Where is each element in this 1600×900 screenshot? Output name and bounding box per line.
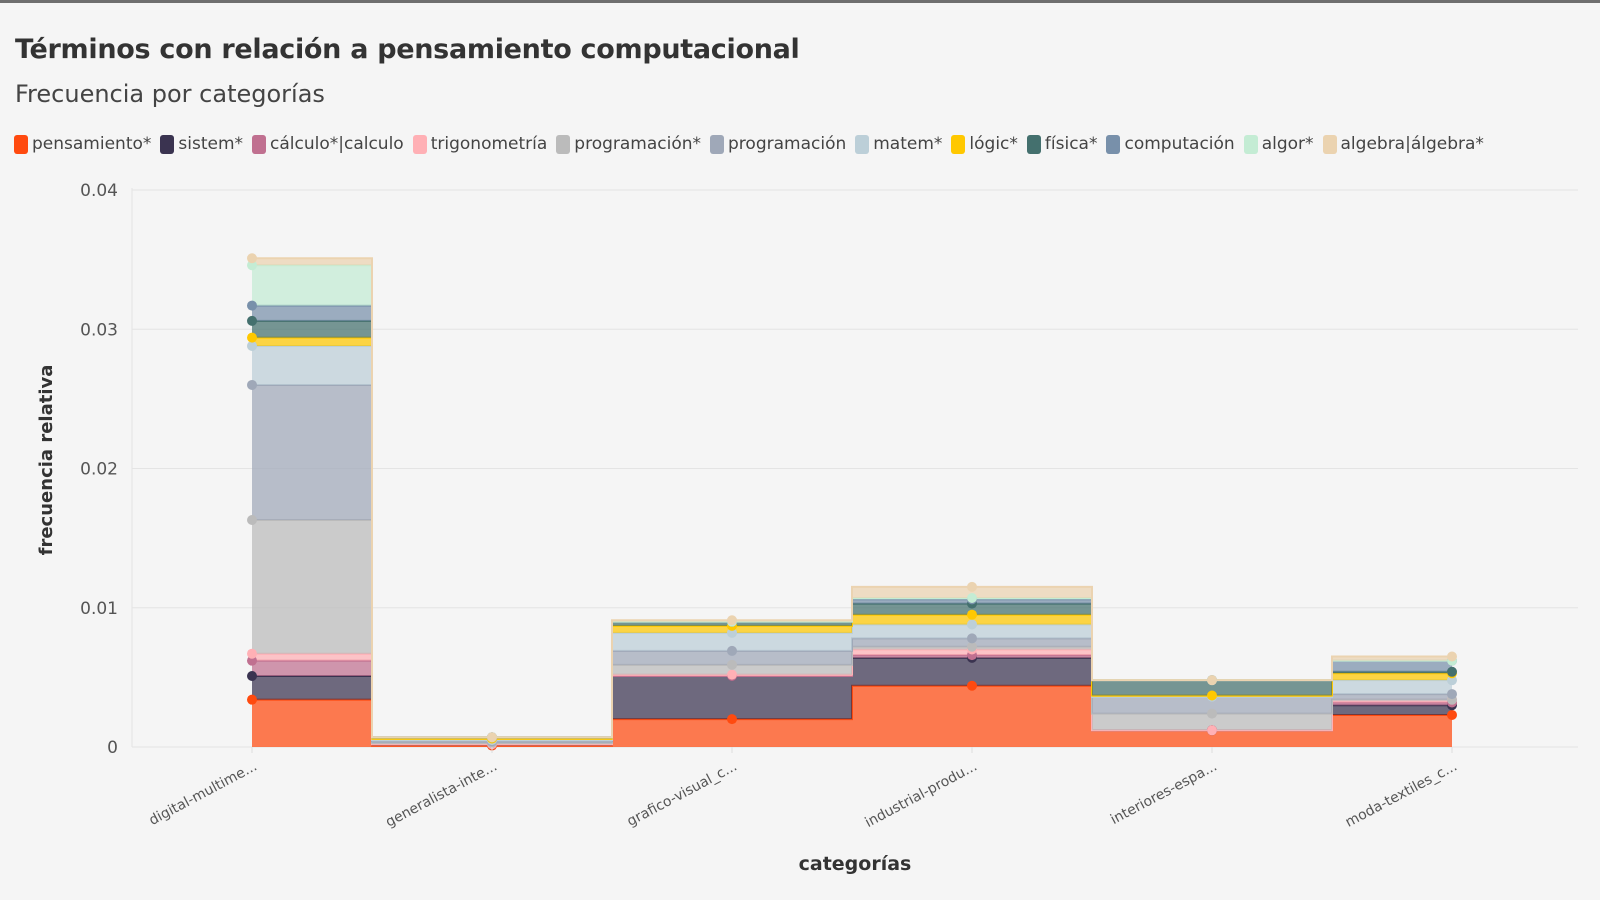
data-point[interactable] <box>247 253 257 264</box>
top-rule <box>0 0 1600 3</box>
data-point[interactable] <box>967 593 977 604</box>
legend-swatch <box>14 134 28 154</box>
data-point[interactable] <box>247 670 257 681</box>
legend-item[interactable]: física* <box>1026 134 1098 154</box>
legend-swatch <box>556 134 571 154</box>
legend-swatch <box>160 134 175 154</box>
legend-swatch <box>1106 134 1121 154</box>
legend-label: pensamiento* <box>32 134 152 154</box>
data-point[interactable] <box>967 633 977 644</box>
legend-label: programación <box>728 134 847 154</box>
data-point[interactable] <box>967 581 977 592</box>
x-tick-label: grafico-visual_c... <box>625 758 740 829</box>
y-tick-label: 0 <box>107 738 118 758</box>
legend-label: trigonometría <box>430 134 548 154</box>
legend-label: algebra|álgebra* <box>1340 134 1484 154</box>
legend-label: sistem* <box>178 134 244 154</box>
data-point[interactable] <box>1447 709 1457 720</box>
data-point[interactable] <box>1447 689 1457 700</box>
legend-label: lógic* <box>969 134 1018 154</box>
y-tick-label: 0.03 <box>80 320 118 340</box>
data-point[interactable] <box>487 732 497 743</box>
data-point[interactable] <box>727 659 737 670</box>
legend-item[interactable]: matem* <box>855 134 942 154</box>
chart-subtitle: Frecuencia por categorías <box>15 80 325 108</box>
chart-title: Términos con relación a pensamiento comp… <box>15 34 800 65</box>
x-tick-label: generalista-inte... <box>383 758 500 830</box>
x-tick-label: digital-multime... <box>146 758 259 828</box>
legend-item[interactable]: algor* <box>1243 134 1314 154</box>
legend-item[interactable]: cálculo*|calculo <box>252 134 404 154</box>
data-point[interactable] <box>247 655 257 666</box>
data-point[interactable] <box>967 609 977 620</box>
legend-label: matem* <box>873 134 943 154</box>
data-point[interactable] <box>727 669 737 680</box>
data-point[interactable] <box>1447 666 1457 677</box>
y-tick-label: 0.01 <box>80 599 118 619</box>
x-axis-label: categorías <box>799 853 912 875</box>
legend-item[interactable]: sistem* <box>160 134 243 154</box>
legend-label: programación* <box>574 134 702 154</box>
y-tick-label: 0.02 <box>80 460 118 480</box>
legend-item[interactable]: programación <box>710 134 846 154</box>
x-tick-label: industrial-produ... <box>862 758 979 831</box>
data-point[interactable] <box>247 515 257 526</box>
data-point[interactable] <box>247 300 257 311</box>
legend: pensamiento* sistem* cálculo*|calculo trigo… <box>14 132 1493 156</box>
legend-swatch <box>710 134 725 154</box>
data-point[interactable] <box>967 641 977 652</box>
legend-item[interactable]: algebra|álgebra* <box>1322 134 1484 154</box>
legend-swatch <box>1026 134 1041 154</box>
legend-label: física* <box>1044 134 1098 154</box>
data-point[interactable] <box>247 694 257 705</box>
legend-swatch <box>412 134 427 154</box>
legend-swatch <box>1243 134 1258 154</box>
data-point[interactable] <box>247 260 257 271</box>
legend-swatch <box>951 134 966 154</box>
data-point[interactable] <box>1207 690 1217 701</box>
legend-label: algor* <box>1261 134 1314 154</box>
data-point[interactable] <box>247 332 257 343</box>
legend-item[interactable]: trigonometría <box>412 134 548 154</box>
data-point[interactable] <box>1447 675 1457 686</box>
data-point[interactable] <box>247 648 257 659</box>
x-tick-label: moda-textiles_c... <box>1343 758 1460 830</box>
legend-item[interactable]: programación* <box>556 134 701 154</box>
legend-label: computación <box>1124 134 1235 154</box>
data-point[interactable] <box>1207 675 1217 686</box>
x-tick-label: interiores-espa... <box>1108 758 1220 828</box>
data-point[interactable] <box>727 627 737 638</box>
data-point[interactable] <box>247 340 257 351</box>
series-areas <box>252 257 1452 747</box>
series-area[interactable] <box>252 657 1452 746</box>
data-point[interactable] <box>727 645 737 656</box>
data-point[interactable] <box>247 379 257 390</box>
data-point[interactable] <box>1447 651 1457 662</box>
y-axis-label: frecuencia relativa <box>36 365 57 556</box>
data-point[interactable] <box>247 315 257 326</box>
legend-item[interactable]: computación <box>1106 134 1235 154</box>
legend-item[interactable]: lógic* <box>951 134 1018 154</box>
data-point[interactable] <box>727 714 737 725</box>
legend-swatch <box>855 134 870 154</box>
legend-label: cálculo*|calculo <box>270 134 404 154</box>
legend-item[interactable]: pensamiento* <box>14 134 151 154</box>
y-tick-label: 0.04 <box>80 181 118 201</box>
data-point[interactable] <box>967 680 977 691</box>
series-points <box>247 253 1457 751</box>
data-point[interactable] <box>967 619 977 630</box>
legend-swatch <box>1322 134 1337 154</box>
legend-swatch <box>252 134 267 154</box>
data-point[interactable] <box>1207 725 1217 736</box>
data-point[interactable] <box>1207 708 1217 719</box>
data-point[interactable] <box>727 615 737 626</box>
